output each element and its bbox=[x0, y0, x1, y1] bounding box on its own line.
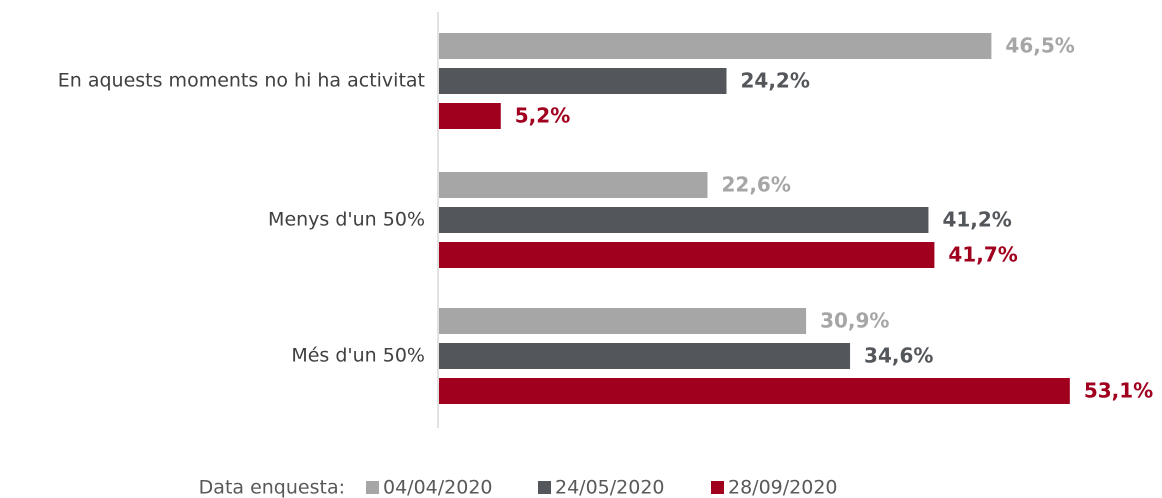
value-label: 24,2% bbox=[740, 69, 809, 93]
legend-swatch bbox=[538, 481, 551, 494]
value-label: 22,6% bbox=[721, 173, 790, 197]
value-label: 34,6% bbox=[864, 344, 933, 368]
value-label: 41,2% bbox=[942, 208, 1011, 232]
legend-swatch bbox=[711, 481, 724, 494]
value-label: 5,2% bbox=[515, 104, 570, 128]
value-label: 46,5% bbox=[1005, 34, 1074, 58]
bar bbox=[439, 242, 935, 268]
value-label: 30,9% bbox=[820, 309, 889, 333]
bar bbox=[439, 343, 851, 369]
legend-swatch bbox=[366, 481, 379, 494]
bar bbox=[439, 207, 929, 233]
bar bbox=[439, 33, 992, 59]
category-label: En aquests moments no hi ha activitat bbox=[58, 70, 425, 92]
bar bbox=[439, 103, 501, 129]
bar bbox=[439, 308, 807, 334]
bar bbox=[439, 172, 708, 198]
legend-label: 28/09/2020 bbox=[728, 477, 838, 498]
legend-title: Data enquesta: bbox=[199, 477, 345, 498]
category-label: Menys d'un 50% bbox=[268, 209, 425, 231]
bar bbox=[439, 68, 727, 94]
value-label: 53,1% bbox=[1084, 379, 1153, 403]
value-label: 41,7% bbox=[948, 243, 1017, 267]
bar bbox=[439, 378, 1070, 404]
legend-label: 24/05/2020 bbox=[555, 477, 665, 498]
legend-label: 04/04/2020 bbox=[383, 477, 493, 498]
category-label: Més d'un 50% bbox=[291, 345, 425, 367]
